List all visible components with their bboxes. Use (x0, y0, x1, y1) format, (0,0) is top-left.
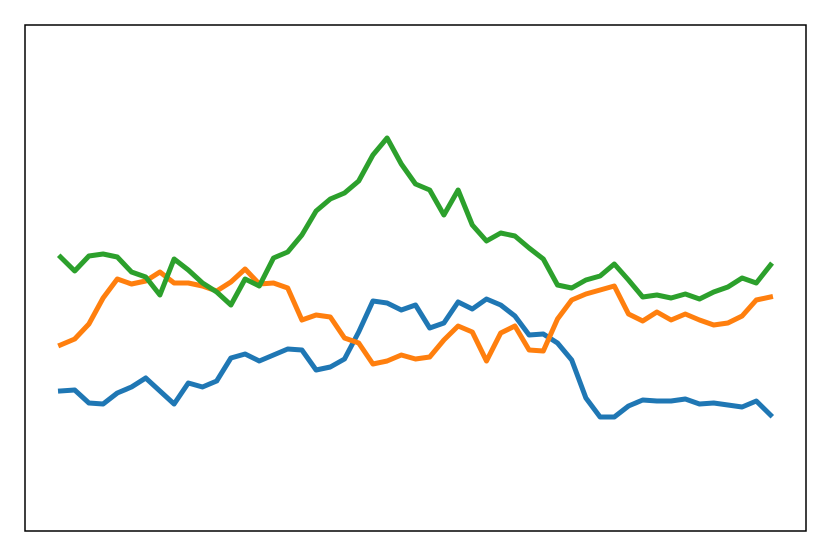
series-line (56, 135, 775, 308)
axes-frame (24, 24, 807, 532)
series-line (57, 266, 774, 367)
series-line (57, 296, 775, 420)
plot-area (56, 135, 775, 420)
